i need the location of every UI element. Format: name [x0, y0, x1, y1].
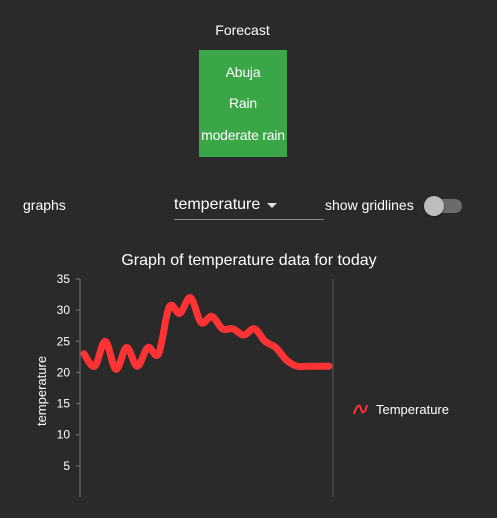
y-tick-label: 5 [63, 459, 70, 473]
forecast-title: Forecast [215, 22, 270, 38]
graph-type-select-value: temperature [174, 196, 261, 213]
y-tick-label: 30 [57, 303, 71, 317]
gridlines-toggle-label: show gridlines [325, 197, 414, 213]
forecast-card: Abuja Rain moderate rain [199, 50, 287, 157]
forecast-description: moderate rain [201, 127, 285, 144]
y-tick-label: 20 [57, 365, 71, 379]
y-tick-label: 25 [57, 334, 71, 348]
y-axis-label: temperature [34, 356, 49, 426]
plot-area: 5 10 15 20 25 30 35 [57, 272, 334, 497]
forecast-main: Rain [229, 95, 257, 112]
temperature-series-line [80, 294, 333, 373]
legend-line-icon [353, 404, 368, 415]
chevron-down-icon [267, 203, 277, 208]
y-tick-label: 35 [57, 272, 71, 286]
chart-title: Graph of temperature data for today [121, 252, 376, 269]
gridlines-toggle[interactable] [424, 196, 462, 216]
legend: Temperature [353, 402, 449, 417]
forecast-city: Abuja [225, 63, 261, 80]
legend-label: Temperature [376, 402, 449, 417]
gridlines-toggle-thumb[interactable] [424, 196, 444, 216]
graphs-label: graphs [23, 197, 66, 213]
temperature-chart: Graph of temperature data for today temp… [34, 252, 449, 497]
graph-type-select[interactable]: temperature [174, 188, 324, 220]
y-tick-label: 15 [57, 397, 71, 411]
y-tick-label: 10 [57, 428, 71, 442]
